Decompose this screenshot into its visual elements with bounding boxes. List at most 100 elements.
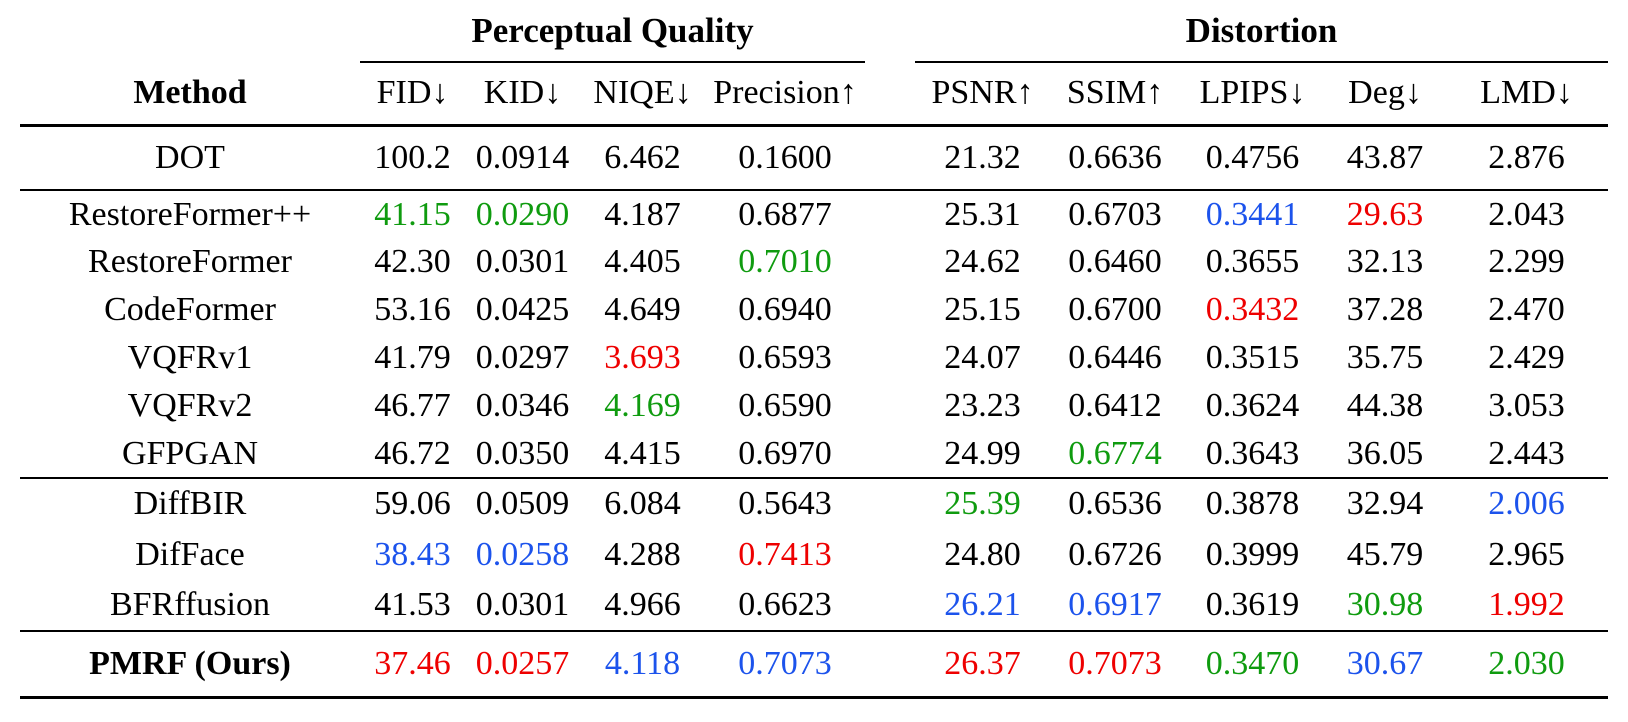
metric-cell-niqe: 4.966 bbox=[580, 580, 705, 632]
metric-cell-lpips: 0.3643 bbox=[1180, 430, 1325, 479]
metric-cell-fid: 100.2 bbox=[360, 125, 465, 191]
metric-cell-kid: 0.0346 bbox=[475, 387, 570, 424]
metric-cell-lpips: 0.3655 bbox=[1205, 243, 1300, 280]
row-group-ours: PMRF (Ours) 37.46 0.0257 4.118 0.7073 26.37 0.… bbox=[20, 631, 1609, 699]
group-header-perceptual-quality: Perceptual Quality bbox=[360, 0, 865, 63]
metric-cell-kid: 0.0301 bbox=[475, 243, 570, 280]
metric-cell-psnr: 25.39 bbox=[944, 485, 1021, 522]
cell-gap bbox=[865, 529, 915, 580]
table-row-vqfrv2: VQFRv2 46.77 0.0346 4.169 0.6590 23.23 0.6412 0… bbox=[20, 382, 1608, 430]
table-row-restoreformer: RestoreFormer++ 41.15 0.0290 4.187 0.6877 25.… bbox=[20, 190, 1608, 238]
metric-cell-niqe: 4.118 bbox=[580, 631, 705, 699]
column-header-lmd: LMD↓ bbox=[1445, 62, 1609, 127]
column-header-lpips: LPIPS↓ bbox=[1180, 62, 1325, 127]
column-header-deg: Deg↓ bbox=[1325, 62, 1445, 127]
metric-cell-ssim: 0.6774 bbox=[1050, 430, 1180, 479]
row-group-gan-methods: RestoreFormer++ 41.15 0.0290 4.187 0.6877 25.… bbox=[20, 190, 1609, 479]
table-row-codeformer: CodeFormer 53.16 0.0425 4.649 0.6940 25.15 0.6… bbox=[20, 286, 1608, 334]
column-header-ssim: SSIM↑ bbox=[1050, 62, 1180, 127]
metric-cell-lmd: 2.299 bbox=[1488, 243, 1565, 280]
metric-cell-precision: 0.6590 bbox=[738, 387, 832, 424]
metric-cell-psnr: 24.80 bbox=[944, 535, 1021, 573]
metric-cell-lmd: 2.965 bbox=[1488, 535, 1565, 573]
column-header-fid: FID↓ bbox=[360, 62, 465, 127]
metric-cell-ssim: 0.6460 bbox=[1068, 243, 1162, 280]
method-name: RestoreFormer++ bbox=[68, 195, 312, 233]
metric-cell-niqe: 4.187 bbox=[604, 195, 681, 233]
metric-cell-fid: 37.46 bbox=[360, 631, 465, 699]
metric-cell-lpips: 0.3619 bbox=[1180, 580, 1325, 632]
metric-cell-deg: 36.05 bbox=[1325, 430, 1445, 479]
metric-cell-deg: 32.13 bbox=[1346, 243, 1424, 280]
metric-cell-ssim: 0.6536 bbox=[1068, 485, 1162, 522]
table-row-dot: DOT 100.2 0.0914 6.462 0.1600 21.32 0.6636 0.47… bbox=[20, 125, 1609, 191]
metric-cell-deg: 37.28 bbox=[1346, 291, 1424, 328]
cell-gap bbox=[865, 430, 915, 479]
metric-cell-kid: 0.0425 bbox=[475, 291, 570, 328]
metric-cell-psnr: 24.99 bbox=[915, 430, 1050, 479]
metric-cell-deg: 44.38 bbox=[1346, 387, 1424, 424]
table-row-diffbir: DiffBIR 59.06 0.0509 6.084 0.5643 25.39 0.6536… bbox=[20, 478, 1608, 529]
metric-cell-precision: 0.7413 bbox=[738, 535, 832, 573]
metric-cell-psnr: 26.21 bbox=[915, 580, 1050, 632]
cell-gap bbox=[865, 125, 915, 191]
metric-cell-precision: 0.7010 bbox=[738, 243, 832, 280]
metric-cell-fid: 42.30 bbox=[374, 243, 451, 280]
method-name: DifFace bbox=[135, 535, 245, 573]
metric-cell-niqe: 4.415 bbox=[580, 430, 705, 479]
table-row-pmrf-ours: PMRF (Ours) 37.46 0.0257 4.118 0.7073 26.37 0.… bbox=[20, 631, 1609, 699]
results-table: Perceptual Quality Distortion Method FID↓… bbox=[20, 0, 1609, 699]
metric-cell-precision: 0.1600 bbox=[705, 125, 865, 191]
metric-cell-kid: 0.0301 bbox=[465, 580, 580, 632]
metric-cell-fid: 46.72 bbox=[360, 430, 465, 479]
group-header-row: Perceptual Quality Distortion bbox=[20, 0, 1609, 63]
column-header-precision: Precision↑ bbox=[705, 62, 865, 127]
group-header-distortion: Distortion bbox=[915, 0, 1609, 63]
metric-cell-lpips: 0.3624 bbox=[1205, 387, 1300, 424]
metric-cell-lpips: 0.4756 bbox=[1180, 125, 1325, 191]
method-name: DiffBIR bbox=[133, 485, 247, 522]
metric-cell-precision: 0.6623 bbox=[705, 580, 865, 632]
metric-cell-deg: 32.94 bbox=[1346, 485, 1424, 522]
metric-cell-ssim: 0.6412 bbox=[1068, 387, 1162, 424]
metric-cell-psnr: 25.15 bbox=[944, 291, 1021, 328]
metric-cell-fid: 41.15 bbox=[374, 195, 451, 233]
metric-cell-precision: 0.7073 bbox=[705, 631, 865, 699]
metric-cell-kid: 0.0350 bbox=[465, 430, 580, 479]
metric-cell-niqe: 4.405 bbox=[604, 243, 681, 280]
metric-cell-niqe: 3.693 bbox=[604, 339, 681, 376]
column-header-method: Method bbox=[20, 62, 360, 127]
metric-cell-fid: 41.53 bbox=[360, 580, 465, 632]
table-row-restoreformer: RestoreFormer 42.30 0.0301 4.405 0.7010 24.62… bbox=[20, 238, 1608, 286]
metric-cell-kid: 0.0258 bbox=[475, 535, 570, 573]
metric-cell-lmd: 1.992 bbox=[1445, 580, 1609, 632]
cell-gap bbox=[865, 382, 915, 430]
cell-gap bbox=[865, 631, 915, 699]
table-row-difface: DifFace 38.43 0.0258 4.288 0.7413 24.80 0.6726… bbox=[20, 529, 1608, 580]
metric-cell-lmd: 2.043 bbox=[1488, 195, 1565, 233]
metric-cell-fid: 38.43 bbox=[374, 535, 451, 573]
metric-cell-kid: 0.0297 bbox=[475, 339, 570, 376]
method-name: CodeFormer bbox=[104, 291, 276, 328]
metric-cell-ssim: 0.6446 bbox=[1068, 339, 1162, 376]
method-name: PMRF (Ours) bbox=[20, 631, 360, 699]
metric-cell-lpips: 0.3515 bbox=[1205, 339, 1300, 376]
metric-cell-precision: 0.6970 bbox=[705, 430, 865, 479]
metric-cell-psnr: 23.23 bbox=[944, 387, 1021, 424]
metric-cell-niqe: 6.462 bbox=[580, 125, 705, 191]
metric-cell-fid: 46.77 bbox=[374, 387, 451, 424]
metric-cell-precision: 0.6940 bbox=[738, 291, 832, 328]
metric-cell-ssim: 0.6726 bbox=[1068, 535, 1162, 573]
method-name: DOT bbox=[20, 125, 360, 191]
metric-cell-lmd: 2.030 bbox=[1445, 631, 1609, 699]
metric-cell-fid: 59.06 bbox=[374, 485, 451, 522]
metric-cell-deg: 30.67 bbox=[1325, 631, 1445, 699]
metric-cell-lpips: 0.3999 bbox=[1205, 535, 1300, 573]
metric-cell-lpips: 0.3470 bbox=[1180, 631, 1325, 699]
metric-cell-lmd: 2.470 bbox=[1488, 291, 1565, 328]
metric-cell-precision: 0.6877 bbox=[738, 195, 832, 233]
method-name: GFPGAN bbox=[20, 430, 360, 479]
metric-cell-ssim: 0.6917 bbox=[1050, 580, 1180, 632]
method-name: RestoreFormer bbox=[88, 243, 292, 280]
column-header-gap bbox=[865, 62, 915, 127]
